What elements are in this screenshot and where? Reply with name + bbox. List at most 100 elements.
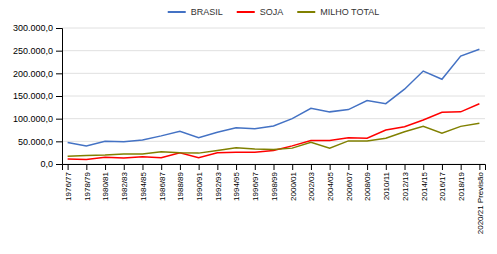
tick-mark <box>56 96 62 97</box>
tick-label: 1990/91 <box>195 171 204 200</box>
grid-line <box>62 28 485 29</box>
tick-label: 1994/95 <box>232 171 241 200</box>
chart-svg: 0,0 50.000,0 100.000,0 150.000,0 200.000,0 25… <box>0 0 497 254</box>
tick-mark <box>199 164 200 170</box>
tick-mark <box>442 164 443 170</box>
x-tick: 2010/11 <box>382 164 391 200</box>
x-tick: 1984/85 <box>139 164 148 201</box>
x-tick: 1994/95 <box>232 164 241 201</box>
lines <box>68 49 480 159</box>
x-tick: 2014/15 <box>420 164 429 201</box>
x-tick: 1986/87 <box>157 164 166 201</box>
legend-label: SOJA <box>260 7 284 17</box>
tick-label: 2004/05 <box>326 171 335 200</box>
tick-mark <box>180 164 181 170</box>
tick-label: 50.000,0 <box>18 137 53 147</box>
legend-swatch <box>168 11 186 13</box>
x-tick: 2002/03 <box>307 164 316 201</box>
tick-mark <box>56 119 62 120</box>
tick-label: 2018/19 <box>457 171 466 200</box>
tick-label: 1998/99 <box>270 171 279 200</box>
tick-label: 250.000,0 <box>13 46 53 56</box>
legend-item: MILHO TOTAL <box>297 7 379 17</box>
x-tick: 1988/89 <box>176 164 185 201</box>
tick-label: 200.000,0 <box>13 69 53 79</box>
tick-label: 1992/93 <box>214 171 223 200</box>
grid-line <box>62 96 485 97</box>
legend-swatch <box>237 11 255 13</box>
tick-label: 2010/11 <box>382 171 391 200</box>
legend-item: BRASIL <box>168 7 223 17</box>
y-axis: 0,0 50.000,0 100.000,0 150.000,0 200.000,0 25… <box>13 23 63 169</box>
tick-mark <box>311 164 312 170</box>
x-tick: 1976/77 <box>64 164 73 201</box>
tick-mark <box>56 28 62 29</box>
tick-label: 0,0 <box>40 159 53 169</box>
tick-mark <box>423 164 424 170</box>
axis-line <box>56 29 63 165</box>
x-tick: 1982/83 <box>120 164 129 201</box>
line <box>68 123 480 156</box>
tick-mark <box>56 51 62 52</box>
tick-label: 2016/17 <box>438 171 447 200</box>
tick-mark <box>386 164 387 170</box>
x-tick: 2000/01 <box>289 164 298 201</box>
tick-mark <box>479 164 480 170</box>
tick-mark <box>405 164 406 170</box>
x-tick: 2012/13 <box>401 164 410 201</box>
y-tick: 150.000,0 <box>13 91 62 101</box>
x-tick: 1978/79 <box>83 164 92 201</box>
x-tick: 2006/07 <box>345 164 354 201</box>
legend: BRASIL SOJA MILHO TOTAL <box>168 7 380 17</box>
tick-mark <box>56 141 62 142</box>
tick-label: 1996/97 <box>251 171 260 200</box>
legend-swatch <box>297 11 315 13</box>
legend-item: SOJA <box>237 7 284 17</box>
tick-mark <box>86 164 87 170</box>
tick-mark <box>330 164 331 170</box>
legend-label: BRASIL <box>191 7 223 17</box>
y-tick: 100.000,0 <box>13 114 62 124</box>
tick-mark <box>274 164 275 170</box>
y-tick: 50.000,0 <box>18 137 62 147</box>
y-tick: 250.000,0 <box>13 46 62 56</box>
tick-mark <box>56 164 62 165</box>
grid-line <box>62 50 485 51</box>
tick-mark <box>292 164 293 170</box>
tick-mark <box>367 164 368 170</box>
y-tick: 0,0 <box>40 159 62 169</box>
line <box>68 104 480 160</box>
x-tick: 1996/97 <box>251 164 260 201</box>
tick-mark <box>217 164 218 170</box>
tick-label: 1976/77 <box>64 171 73 200</box>
tick-label: 1978/79 <box>83 171 92 200</box>
tick-label: 2008/09 <box>363 171 372 200</box>
tick-label: 1982/83 <box>120 171 129 200</box>
x-tick: 2018/19 <box>457 164 466 201</box>
tick-mark <box>461 164 462 170</box>
tick-mark <box>255 164 256 170</box>
tick-label: 300.000,0 <box>13 23 53 33</box>
x-tick: 1992/93 <box>214 164 223 201</box>
tick-label: 100.000,0 <box>13 114 53 124</box>
tick-label: 1986/87 <box>157 171 166 200</box>
chart-container: 0,0 50.000,0 100.000,0 150.000,0 200.000,0 25… <box>0 0 497 254</box>
tick-label: 150.000,0 <box>13 91 53 101</box>
tick-label: 2020/21 Previsão <box>476 171 485 234</box>
axis-line <box>63 165 486 171</box>
tick-label: 2006/07 <box>345 171 354 200</box>
tick-mark <box>142 164 143 170</box>
tick-label: 2012/13 <box>401 171 410 200</box>
tick-mark <box>161 164 162 170</box>
line <box>68 49 480 146</box>
tick-label: 2000/01 <box>289 171 298 200</box>
x-tick: 1998/99 <box>270 164 279 201</box>
tick-mark <box>105 164 106 170</box>
plot-area: 0,0 50.000,0 100.000,0 150.000,0 200.000,0 25… <box>13 23 486 234</box>
tick-label: 1980/81 <box>101 171 110 200</box>
tick-mark <box>236 164 237 170</box>
grid-line <box>62 118 485 119</box>
x-tick: 2008/09 <box>363 164 372 201</box>
x-tick: 1980/81 <box>101 164 110 201</box>
y-tick: 300.000,0 <box>13 23 62 33</box>
